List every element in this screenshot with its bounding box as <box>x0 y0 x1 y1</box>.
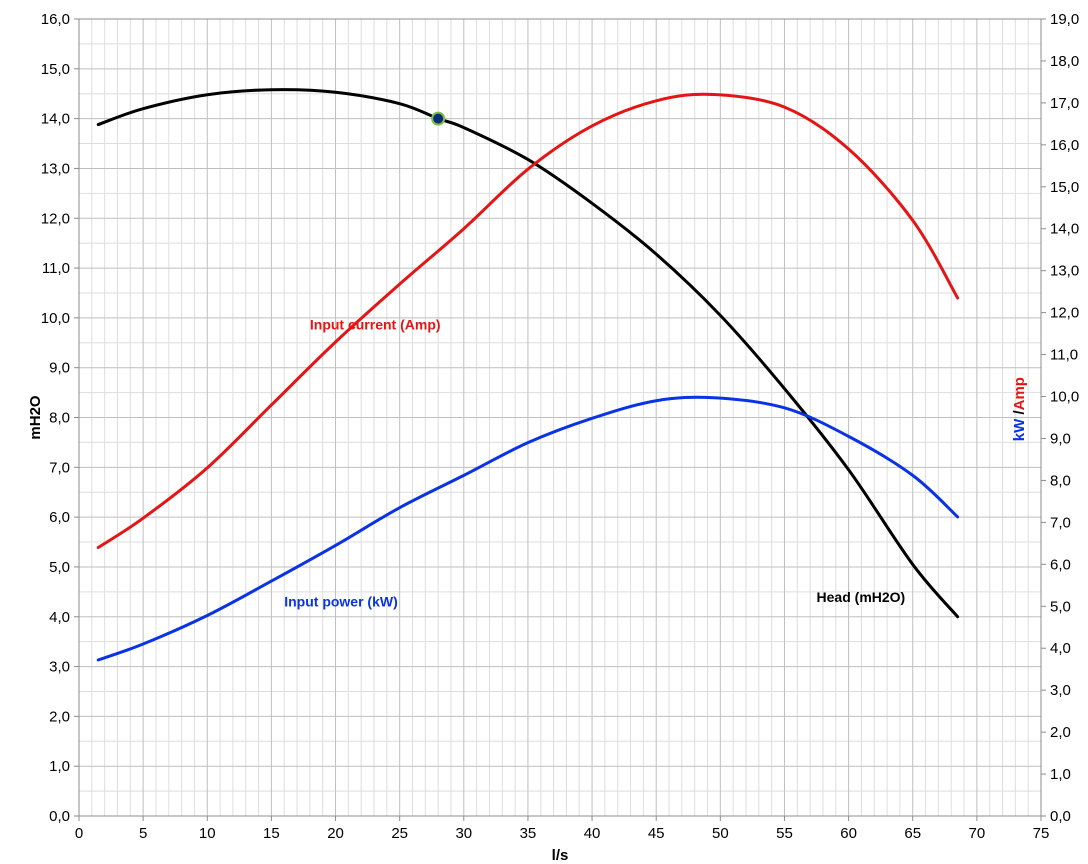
y-tick-label: 16,0 <box>41 11 70 28</box>
operating-point-marker <box>431 111 446 126</box>
x-tick-label: 40 <box>584 825 601 842</box>
y-tick-label: 8,0 <box>49 410 70 427</box>
y2-tick-label: 2,0 <box>1050 724 1071 741</box>
y-tick-label: 10,0 <box>41 310 70 327</box>
y2-axis-title-slash: / <box>1011 410 1028 419</box>
x-tick-label: 30 <box>455 825 472 842</box>
y-tick-label: 13,0 <box>41 160 70 177</box>
x-tick-label: 45 <box>648 825 665 842</box>
series-line-head-mh2o <box>96 88 960 619</box>
y2-tick-label: 1,0 <box>1050 766 1071 783</box>
x-tick-label: 65 <box>904 825 921 842</box>
y-tick-label: 12,0 <box>41 210 70 227</box>
series-layer <box>96 88 960 662</box>
x-tick-label: 25 <box>391 825 408 842</box>
x-tick-label: 5 <box>139 825 147 842</box>
y-tick-label: 1,0 <box>49 758 70 775</box>
y-axis-title: mH2O <box>27 395 44 440</box>
y2-tick-label: 19,0 <box>1050 11 1079 28</box>
y-tick-label: 9,0 <box>49 360 70 377</box>
series-annotation-input-current-amp: Input current (Amp) <box>310 316 441 332</box>
x-tick-label: 35 <box>520 825 537 842</box>
series-annotation-input-power-kw: Input power (kW) <box>284 593 398 609</box>
x-tick-label: 70 <box>969 825 986 842</box>
y-tick-label: 5,0 <box>49 559 70 576</box>
y-tick-label: 4,0 <box>49 609 70 626</box>
y2-tick-label: 9,0 <box>1050 430 1071 447</box>
y2-tick-label: 15,0 <box>1050 179 1079 196</box>
x-tick-label: 0 <box>75 825 83 842</box>
x-tick-label: 50 <box>712 825 729 842</box>
y2-tick-label: 17,0 <box>1050 95 1079 112</box>
x-tick-label: 55 <box>776 825 793 842</box>
y-tick-label: 11,0 <box>42 260 70 277</box>
y2-tick-label: 4,0 <box>1050 640 1071 657</box>
x-tick-label: 15 <box>263 825 280 842</box>
y2-axis-title-kw: kW <box>1011 418 1028 441</box>
y2-tick-label: 14,0 <box>1050 221 1079 238</box>
y2-tick-label: 12,0 <box>1050 305 1079 322</box>
y-tick-label: 6,0 <box>49 509 70 526</box>
x-tick-label: 75 <box>1033 825 1050 842</box>
y2-tick-label: 5,0 <box>1050 598 1071 615</box>
y-tick-label: 2,0 <box>49 708 70 725</box>
y-tick-label: 3,0 <box>49 659 70 676</box>
y2-tick-label: 16,0 <box>1050 137 1079 154</box>
y2-tick-label: 18,0 <box>1050 53 1079 70</box>
y2-tick-label: 3,0 <box>1050 682 1071 699</box>
x-axis-title: l/s <box>552 847 569 864</box>
y2-tick-label: 6,0 <box>1050 556 1071 573</box>
x-tick-label: 20 <box>327 825 344 842</box>
y-tick-label: 15,0 <box>41 61 70 78</box>
y2-axis-ticks: 0,0 1,0 2,0 3,0 4,0 5,0 6,0 7,0 8,0 9,0 10,0 11,0 12… <box>1041 11 1079 825</box>
y-tick-label: 7,0 <box>49 459 70 476</box>
y2-axis-title-amp: Amp <box>1011 377 1028 410</box>
y2-tick-label: 8,0 <box>1050 472 1071 489</box>
x-axis-ticks: 0 5 10 15 20 25 30 35 40 45 50 55 60 65 70 75 <box>75 816 1050 842</box>
major-grid <box>78 18 1042 817</box>
y2-tick-label: 10,0 <box>1050 389 1079 406</box>
y2-tick-label: 11,0 <box>1050 347 1078 364</box>
annotation-layer: Input current (Amp) Input power (kW) Head … <box>284 316 905 609</box>
y2-tick-label: 0,0 <box>1050 808 1071 825</box>
series-line-input-power-kw <box>96 395 960 662</box>
y-tick-label: 0,0 <box>49 808 70 825</box>
y2-tick-label: 13,0 <box>1050 263 1079 280</box>
y-tick-label: 14,0 <box>41 111 70 128</box>
x-tick-label: 60 <box>840 825 857 842</box>
series-line-input-current-amp <box>96 92 960 550</box>
y2-tick-label: 7,0 <box>1050 514 1071 531</box>
y2-axis-title: kW /Amp <box>1011 377 1028 441</box>
x-tick-label: 10 <box>199 825 216 842</box>
series-annotation-head-mh2o: Head (mH2O) <box>817 589 906 605</box>
y-axis-ticks: 0,0 1,0 2,0 3,0 4,0 5,0 6,0 7,0 8,0 9,0 10,0 11,0 12… <box>41 11 79 825</box>
